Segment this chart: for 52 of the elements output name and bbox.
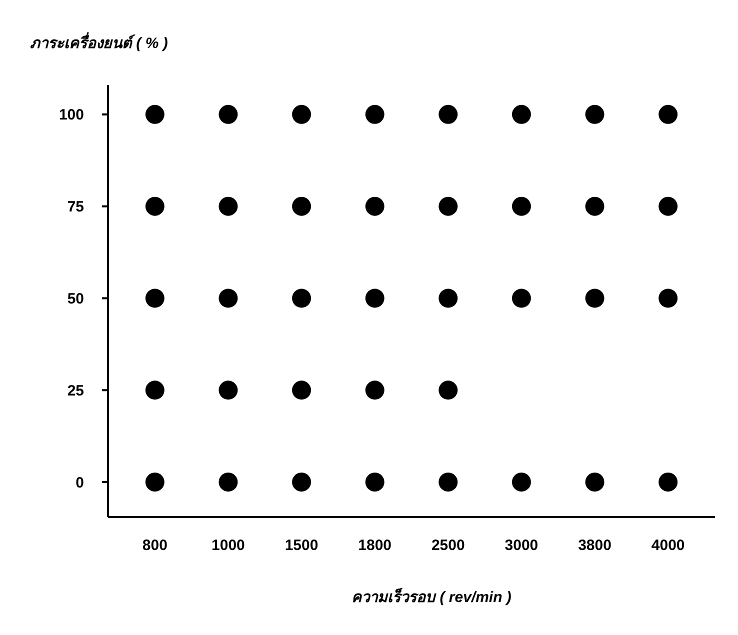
x-tick-label: 1800 bbox=[358, 537, 392, 554]
point bbox=[145, 472, 164, 492]
point bbox=[218, 288, 238, 308]
point bbox=[438, 104, 458, 124]
point bbox=[658, 196, 678, 216]
point bbox=[145, 288, 164, 308]
point bbox=[292, 472, 312, 492]
point bbox=[365, 288, 384, 308]
point bbox=[218, 196, 238, 216]
point bbox=[512, 104, 531, 124]
point bbox=[292, 288, 312, 308]
x-tick-label: 3000 bbox=[504, 537, 538, 554]
x-tick-label: 2500 bbox=[431, 537, 465, 554]
point bbox=[438, 380, 458, 400]
point bbox=[218, 472, 238, 492]
x-axis-title: ความเร็วรอบ ( rev/min ) bbox=[352, 587, 512, 606]
point bbox=[218, 104, 238, 124]
x-tick-label: 1000 bbox=[212, 537, 245, 554]
point bbox=[365, 380, 384, 400]
point bbox=[365, 472, 384, 492]
point bbox=[585, 472, 604, 492]
x-tick-label: 1500 bbox=[284, 537, 318, 554]
x-tick-label: 4000 bbox=[651, 537, 685, 554]
y-tick-label: 50 bbox=[67, 290, 84, 308]
point bbox=[145, 104, 164, 124]
point bbox=[585, 196, 604, 216]
point bbox=[585, 104, 604, 124]
point bbox=[292, 380, 312, 400]
y-tick-label: 75 bbox=[67, 198, 84, 216]
x-tick-label: 3800 bbox=[578, 537, 612, 554]
point bbox=[658, 288, 678, 308]
y-tick-label: 100 bbox=[58, 106, 84, 124]
y-tick-label: 25 bbox=[67, 382, 84, 400]
point bbox=[438, 196, 458, 216]
point bbox=[658, 472, 678, 492]
point bbox=[145, 196, 164, 216]
point bbox=[512, 196, 531, 216]
point bbox=[145, 380, 164, 400]
point bbox=[365, 104, 384, 124]
point bbox=[512, 288, 531, 308]
point bbox=[292, 104, 312, 124]
x-tick-label: 800 bbox=[142, 537, 168, 554]
point bbox=[438, 472, 458, 492]
point bbox=[512, 472, 531, 492]
point bbox=[658, 104, 678, 124]
point bbox=[585, 288, 604, 308]
point bbox=[292, 196, 312, 216]
point bbox=[365, 196, 384, 216]
y-axis-title: ภาระเครื่องยนต์ ( % ) bbox=[30, 32, 168, 52]
y-tick-label: 0 bbox=[76, 474, 84, 492]
point bbox=[218, 380, 238, 400]
point bbox=[438, 288, 458, 308]
